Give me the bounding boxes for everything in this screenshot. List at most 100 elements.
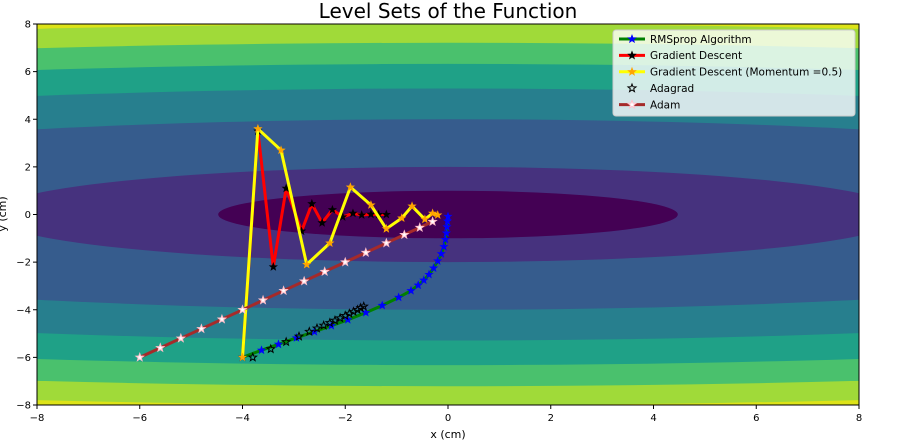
- data-point: [318, 320, 329, 330]
- legend-item: RMSprop Algorithm: [619, 34, 752, 46]
- data-point: [175, 332, 187, 343]
- y-tick-label: 2: [25, 162, 31, 173]
- data-point: [257, 294, 269, 305]
- data-point: [311, 322, 323, 333]
- data-point: [256, 345, 267, 355]
- data-point: [278, 285, 289, 296]
- legend-item: Gradient Descent: [619, 50, 742, 62]
- legend-item: Adagrad: [626, 82, 694, 95]
- data-point: [281, 336, 292, 347]
- data-point: [397, 213, 407, 223]
- y-tick-label: −8: [16, 401, 31, 412]
- data-point: [325, 238, 335, 248]
- data-point: [293, 330, 305, 341]
- data-point: [439, 241, 449, 251]
- x-tick-label: 8: [856, 413, 862, 424]
- data-point: [340, 256, 351, 267]
- data-point: [381, 223, 391, 233]
- data-point: [381, 237, 392, 248]
- data-point: [196, 323, 207, 334]
- legend-label: Gradient Descent: [650, 50, 742, 62]
- data-point: [345, 182, 356, 192]
- data-point: [443, 211, 453, 221]
- legend-label: Adagrad: [650, 83, 694, 95]
- data-point: [237, 352, 248, 362]
- x-tick-label: −6: [132, 413, 147, 424]
- legend-swatch-marker: [626, 98, 638, 110]
- legend-box: [612, 29, 856, 117]
- legend-swatch-marker: [627, 50, 637, 60]
- legend-label: Adam: [650, 99, 680, 111]
- legend: RMSprop Algorithm Gradient Descent Gradien…: [612, 29, 856, 117]
- data-point: [442, 222, 452, 231]
- x-tick-label: 0: [445, 413, 451, 424]
- data-point: [253, 123, 263, 133]
- data-point: [399, 229, 410, 240]
- data-point: [424, 269, 434, 279]
- data-point: [366, 200, 376, 209]
- series-5: [134, 216, 438, 362]
- data-point: [360, 247, 371, 257]
- legend-swatch-marker: [626, 82, 638, 93]
- data-point: [366, 209, 376, 219]
- legend-label: RMSprop Algorithm: [650, 34, 752, 46]
- data-point: [298, 275, 310, 286]
- y-tick-label: 6: [25, 67, 31, 78]
- data-point: [441, 228, 452, 238]
- x-tick-label: −2: [338, 413, 353, 424]
- data-point: [302, 259, 312, 269]
- data-point: [427, 208, 438, 218]
- series-layer: [134, 123, 453, 362]
- y-tick-label: 4: [25, 115, 31, 126]
- data-point: [273, 339, 284, 349]
- data-point: [304, 326, 315, 337]
- legend-swatch-marker: [627, 33, 637, 44]
- data-point: [427, 216, 438, 227]
- data-point: [414, 222, 425, 232]
- legend-item: Gradient Descent (Momentum =0.5): [619, 67, 842, 79]
- data-point: [406, 285, 416, 295]
- data-point: [317, 217, 327, 227]
- series-4: [247, 300, 369, 362]
- legend-swatch-marker: [627, 66, 637, 76]
- x-axis: −8 −6 −4 −2 0 2 4 6 8: [30, 405, 862, 424]
- y-tick-label: 0: [25, 210, 31, 221]
- data-point: [419, 275, 429, 285]
- data-point: [377, 300, 387, 310]
- data-point: [247, 351, 258, 362]
- x-tick-label: −8: [30, 413, 45, 424]
- data-point: [428, 263, 439, 273]
- data-point: [355, 302, 366, 313]
- series-line: [139, 220, 434, 359]
- data-point: [436, 248, 446, 258]
- x-tick-label: 2: [548, 413, 554, 424]
- data-point: [440, 234, 451, 244]
- y-tick-label: −2: [16, 258, 31, 269]
- data-point: [307, 198, 317, 208]
- data-point: [433, 256, 443, 265]
- data-point: [276, 145, 286, 155]
- x-tick-label: 4: [650, 413, 656, 424]
- data-point: [358, 300, 369, 311]
- data-point: [420, 214, 430, 224]
- legend-item: Adam: [619, 98, 680, 111]
- x-tick-label: 6: [753, 413, 759, 424]
- data-point: [319, 266, 330, 277]
- y-axis-label: y (cm): [0, 196, 9, 231]
- data-point: [352, 304, 363, 315]
- legend-label: Gradient Descent (Momentum =0.5): [650, 67, 842, 79]
- data-point: [348, 208, 358, 218]
- data-point: [327, 204, 338, 214]
- data-point: [357, 210, 367, 219]
- y-tick-label: −4: [16, 305, 31, 316]
- chart-title: Level Sets of the Function: [319, 0, 578, 23]
- x-tick-label: −4: [235, 413, 250, 424]
- y-axis: −8 −6 −4 −2 0 2 4 6 8: [16, 20, 37, 412]
- y-tick-label: −6: [16, 353, 31, 364]
- x-axis-label: x (cm): [430, 428, 465, 441]
- data-point: [237, 304, 248, 315]
- data-point: [394, 292, 404, 302]
- data-point: [407, 201, 417, 211]
- data-point: [155, 342, 166, 353]
